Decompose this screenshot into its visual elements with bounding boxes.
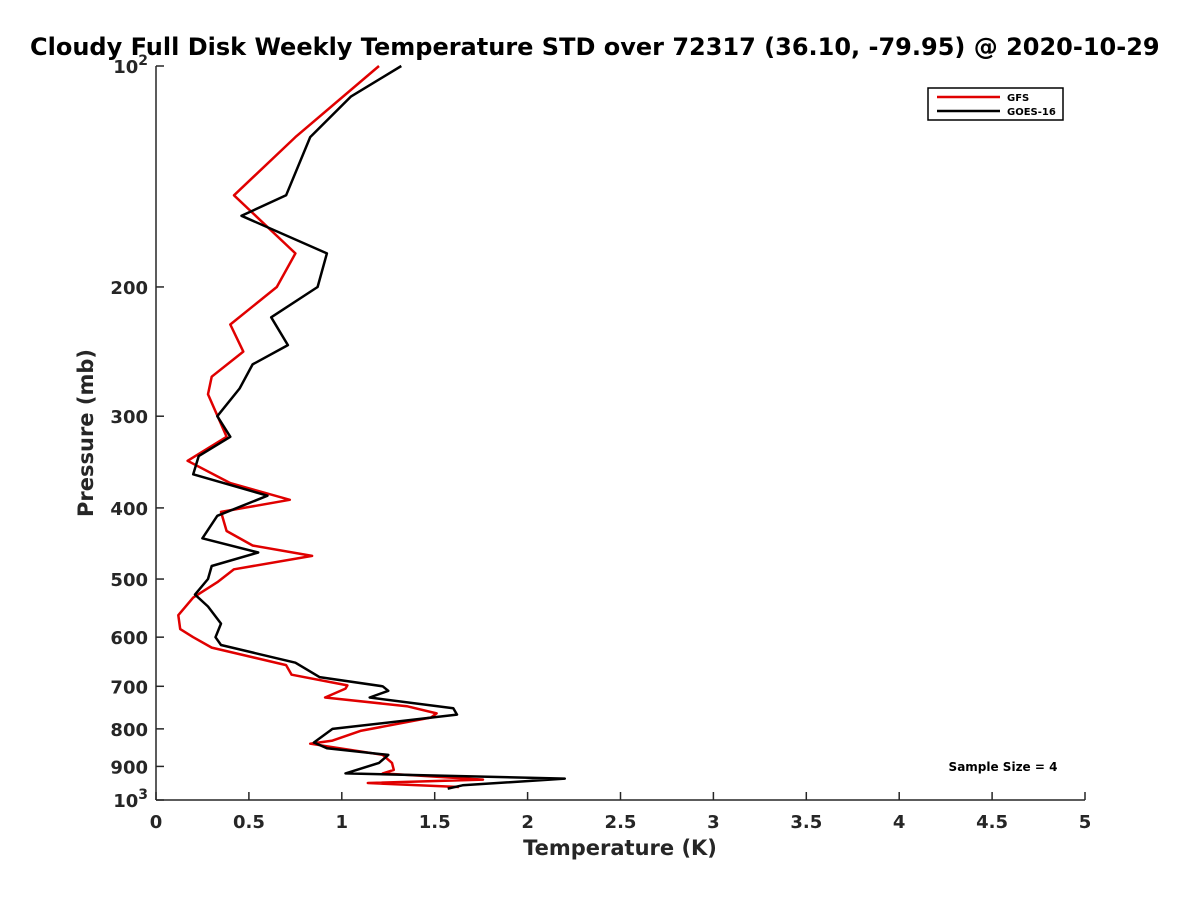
y-tick-label: 800 <box>110 720 148 741</box>
axes: 0 0.5 1 1.5 2 2.5 3 3.5 4 4.5 5 102 200 300 400 500 600 7… <box>110 53 1091 833</box>
y-tick-label: 400 <box>110 499 148 520</box>
x-tick-label: 3 <box>707 812 720 833</box>
x-axis-label: Temperature (K) <box>523 836 717 860</box>
y-tick-label: 900 <box>110 757 148 778</box>
x-tick-label: 2 <box>521 812 534 833</box>
series-lines <box>177 64 567 790</box>
x-tick-label: 0.5 <box>233 812 265 833</box>
y-tick-label: 200 <box>110 278 148 299</box>
y-axis-label: Pressure (mb) <box>74 349 98 517</box>
legend-label: GFS <box>1007 93 1029 104</box>
x-tick-label: 4 <box>893 812 906 833</box>
legend: GFS GOES-16 <box>927 87 1064 121</box>
y-tick-label: 700 <box>110 677 148 698</box>
x-tick-label: 2.5 <box>605 812 637 833</box>
y-tick-label: 102 <box>113 53 148 78</box>
x-tick-label: 1.5 <box>419 812 451 833</box>
y-tick-label: 500 <box>110 570 148 591</box>
x-tick-label: 3.5 <box>790 812 822 833</box>
y-tick-label: 300 <box>110 407 148 428</box>
y-tick-label: 103 <box>113 787 148 812</box>
x-tick-label: 1 <box>336 812 349 833</box>
x-tick-label: 4.5 <box>976 812 1008 833</box>
legend-label: GOES-16 <box>1007 107 1056 118</box>
x-tick-label: 5 <box>1079 812 1092 833</box>
series-line-goes-16 <box>191 64 567 790</box>
y-tick-label: 600 <box>110 628 148 649</box>
sample-size-annotation: Sample Size = 4 <box>949 760 1058 774</box>
legend-box <box>927 87 1064 121</box>
chart-title: Cloudy Full Disk Weekly Temperature STD … <box>30 33 1160 61</box>
x-tick-label: 0 <box>150 812 163 833</box>
